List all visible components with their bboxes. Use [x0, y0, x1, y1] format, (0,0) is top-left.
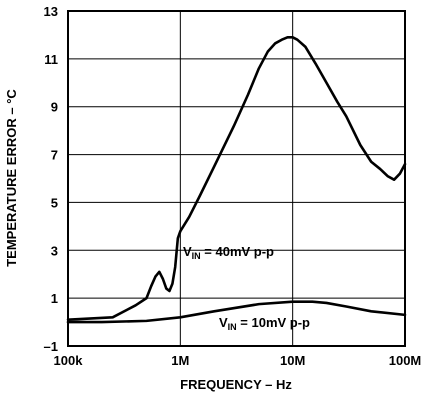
x-tick-labels: 100k 1M 10M 100M — [54, 353, 422, 368]
y-tick-label: 3 — [51, 243, 58, 258]
y-axis-title: TEMPERATURE ERROR – °C — [4, 89, 19, 267]
grid — [67, 10, 406, 347]
y-tick-label: –1 — [44, 339, 58, 354]
y-tick-label: 7 — [51, 148, 58, 163]
y-tick-label: 9 — [51, 100, 58, 115]
x-tick-label: 100M — [389, 353, 422, 368]
y-tick-label: 1 — [51, 291, 58, 306]
x-axis-title: FREQUENCY – Hz — [180, 377, 292, 392]
x-tick-label: 10M — [280, 353, 305, 368]
x-tick-label: 100k — [54, 353, 84, 368]
data-series — [66, 36, 407, 324]
series-line-2 — [66, 300, 407, 324]
series-line-1 — [66, 36, 407, 321]
series-annotation-2: VIN = 10mV p-p — [219, 315, 310, 332]
series-annotations: VIN = 40mV p-p VIN = 10mV p-p — [183, 244, 310, 332]
y-tick-label: 5 — [51, 195, 58, 210]
series-annotation-1: VIN = 40mV p-p — [183, 244, 274, 261]
plot-frame — [67, 10, 406, 347]
y-tick-label: 11 — [44, 52, 58, 67]
y-tick-label: 13 — [44, 4, 58, 19]
x-tick-label: 1M — [171, 353, 189, 368]
